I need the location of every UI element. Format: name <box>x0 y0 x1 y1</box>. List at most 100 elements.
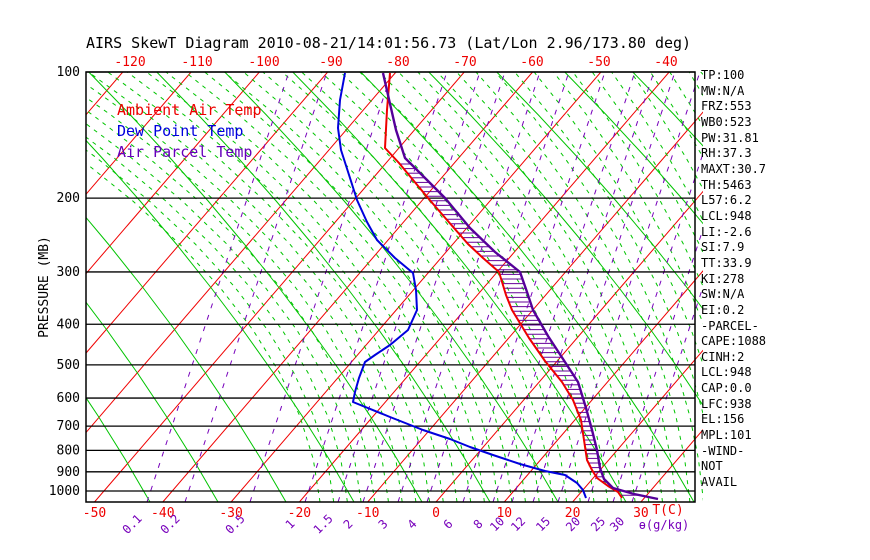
chart-title: AIRS SkewT Diagram 2010-08-21/14:01:56.7… <box>86 34 692 52</box>
mixing-ratio-line <box>362 72 506 502</box>
tick-label: 15 <box>533 514 553 534</box>
dry-adiabat-line <box>86 396 151 502</box>
isotherm-line <box>94 72 465 502</box>
tick-label: 500 <box>57 358 80 373</box>
moist-adiabat-line <box>86 96 389 502</box>
tick-label: -20 <box>288 506 311 521</box>
tick-label: 0 <box>432 506 440 521</box>
mixing-ratio-line <box>249 72 393 502</box>
stat-line: EL:156 <box>701 412 745 427</box>
stat-line: TP:100 <box>701 68 745 82</box>
mixing-ratio-line <box>304 72 448 502</box>
dry-adiabat-line <box>428 72 703 407</box>
stat-line: MW:N/A <box>701 83 745 98</box>
moist-adiabat-line <box>165 72 472 502</box>
tick-label: -50 <box>83 506 106 521</box>
tick-label: 200 <box>57 191 80 206</box>
stats-column: TP:100 MW:N/A FRZ:553 WB0:523 PW:31.81 RH:37.… <box>701 68 766 491</box>
plot-frame <box>85 71 696 503</box>
mixing-ratio-line <box>397 72 541 502</box>
mixing-ratio-line <box>557 72 701 502</box>
mixing-ratio-line <box>492 72 636 502</box>
tick-label: 3 <box>376 517 391 532</box>
tick-label: -40 <box>654 55 677 70</box>
stat-line: NOT <box>701 459 723 474</box>
tick-label: -70 <box>453 55 476 70</box>
moist-adiabat-line <box>301 72 568 502</box>
isotherm-line <box>86 72 124 116</box>
moist-adiabat-line <box>86 149 335 502</box>
tick-label: -50 <box>587 55 610 70</box>
tick-label: 30 <box>607 514 627 534</box>
stat-line: LFC:938 <box>701 396 752 411</box>
mixing-ratio-line <box>184 72 328 502</box>
mixing-ratio-line <box>511 72 655 502</box>
moist-adiabat-line <box>86 162 321 502</box>
stat-line: LCL:948 <box>701 365 752 380</box>
tick-label: -110 <box>181 55 212 70</box>
isotherm-line <box>86 72 192 195</box>
dry-adiabat-line <box>632 72 703 147</box>
stat-line: CAP:0.0 <box>701 381 752 396</box>
dry-adiabat-line <box>86 301 219 502</box>
stat-line: EI:0.2 <box>701 302 745 317</box>
moist-adiabat-line <box>107 72 431 502</box>
stat-line: LCL:948 <box>701 208 752 223</box>
moist-adiabat-line <box>475 72 691 502</box>
stat-line: LI:-2.6 <box>701 224 752 239</box>
mixing-ratio-line <box>426 72 570 502</box>
stat-line: AVAIL <box>701 475 738 490</box>
isotherm-line <box>572 349 703 502</box>
moist-adiabat-line <box>262 72 540 502</box>
tick-label: 4 <box>405 517 420 532</box>
tick-label: 20 <box>565 506 581 521</box>
tick-label: 8 <box>471 517 486 532</box>
mixing-ratio-line <box>612 227 703 502</box>
moist-adiabat-line <box>398 72 636 502</box>
moist-adiabat-line <box>204 72 499 502</box>
isotherm-line <box>435 190 703 502</box>
isotherm-line <box>86 72 260 275</box>
moist-adiabat-line <box>320 72 581 502</box>
tick-label: 1000 <box>49 484 80 499</box>
stat-line: TT:33.9 <box>701 255 752 270</box>
stat-line: -WIND- <box>701 443 745 458</box>
tick-label: -80 <box>386 55 409 70</box>
stat-line: CAPE:1088 <box>701 334 767 349</box>
tick-label: -30 <box>219 506 242 521</box>
stat-line: MAXT:30.7 <box>701 161 767 176</box>
tick-label: 0.1 <box>120 512 145 537</box>
tick-label: -40 <box>151 506 174 521</box>
tick-label: -60 <box>520 55 543 70</box>
mixing-unit-label: ɵ(g/kg) <box>639 518 690 532</box>
ambient-temp-curve <box>384 72 623 499</box>
moist-adiabat-line <box>243 72 526 502</box>
stat-line: KI:278 <box>701 271 745 286</box>
isotherm-line <box>503 270 703 502</box>
moist-adiabat-line <box>378 72 622 502</box>
tick-label: 2 <box>341 517 356 532</box>
isotherm-line <box>162 72 533 502</box>
isotherm-line <box>299 72 670 502</box>
tick-label: -10 <box>356 506 379 521</box>
stat-line: L57:6.2 <box>701 193 752 208</box>
stat-line: FRZ:553 <box>701 99 752 114</box>
stat-line: CINH:2 <box>701 349 745 364</box>
dry-adiabat-line <box>224 72 559 502</box>
dry-adiabat-line <box>88 72 423 502</box>
moist-adiabat-line <box>185 72 485 502</box>
stat-line: TH:5463 <box>701 177 752 192</box>
legend-ambient-temp: Ambient Air Temp <box>117 101 262 119</box>
moist-adiabat-line <box>436 72 663 502</box>
moist-adiabat-line <box>494 72 703 502</box>
tick-label: 600 <box>57 391 80 406</box>
tick-label: 25 <box>588 514 608 534</box>
moist-adiabat-line <box>553 72 703 325</box>
stat-line: RH:37.3 <box>701 146 752 161</box>
mixing-ratio-line <box>462 72 606 502</box>
tick-label: 30 <box>633 506 649 521</box>
stat-line: PW:31.81 <box>701 130 759 145</box>
dry-adiabat-line <box>86 139 355 502</box>
